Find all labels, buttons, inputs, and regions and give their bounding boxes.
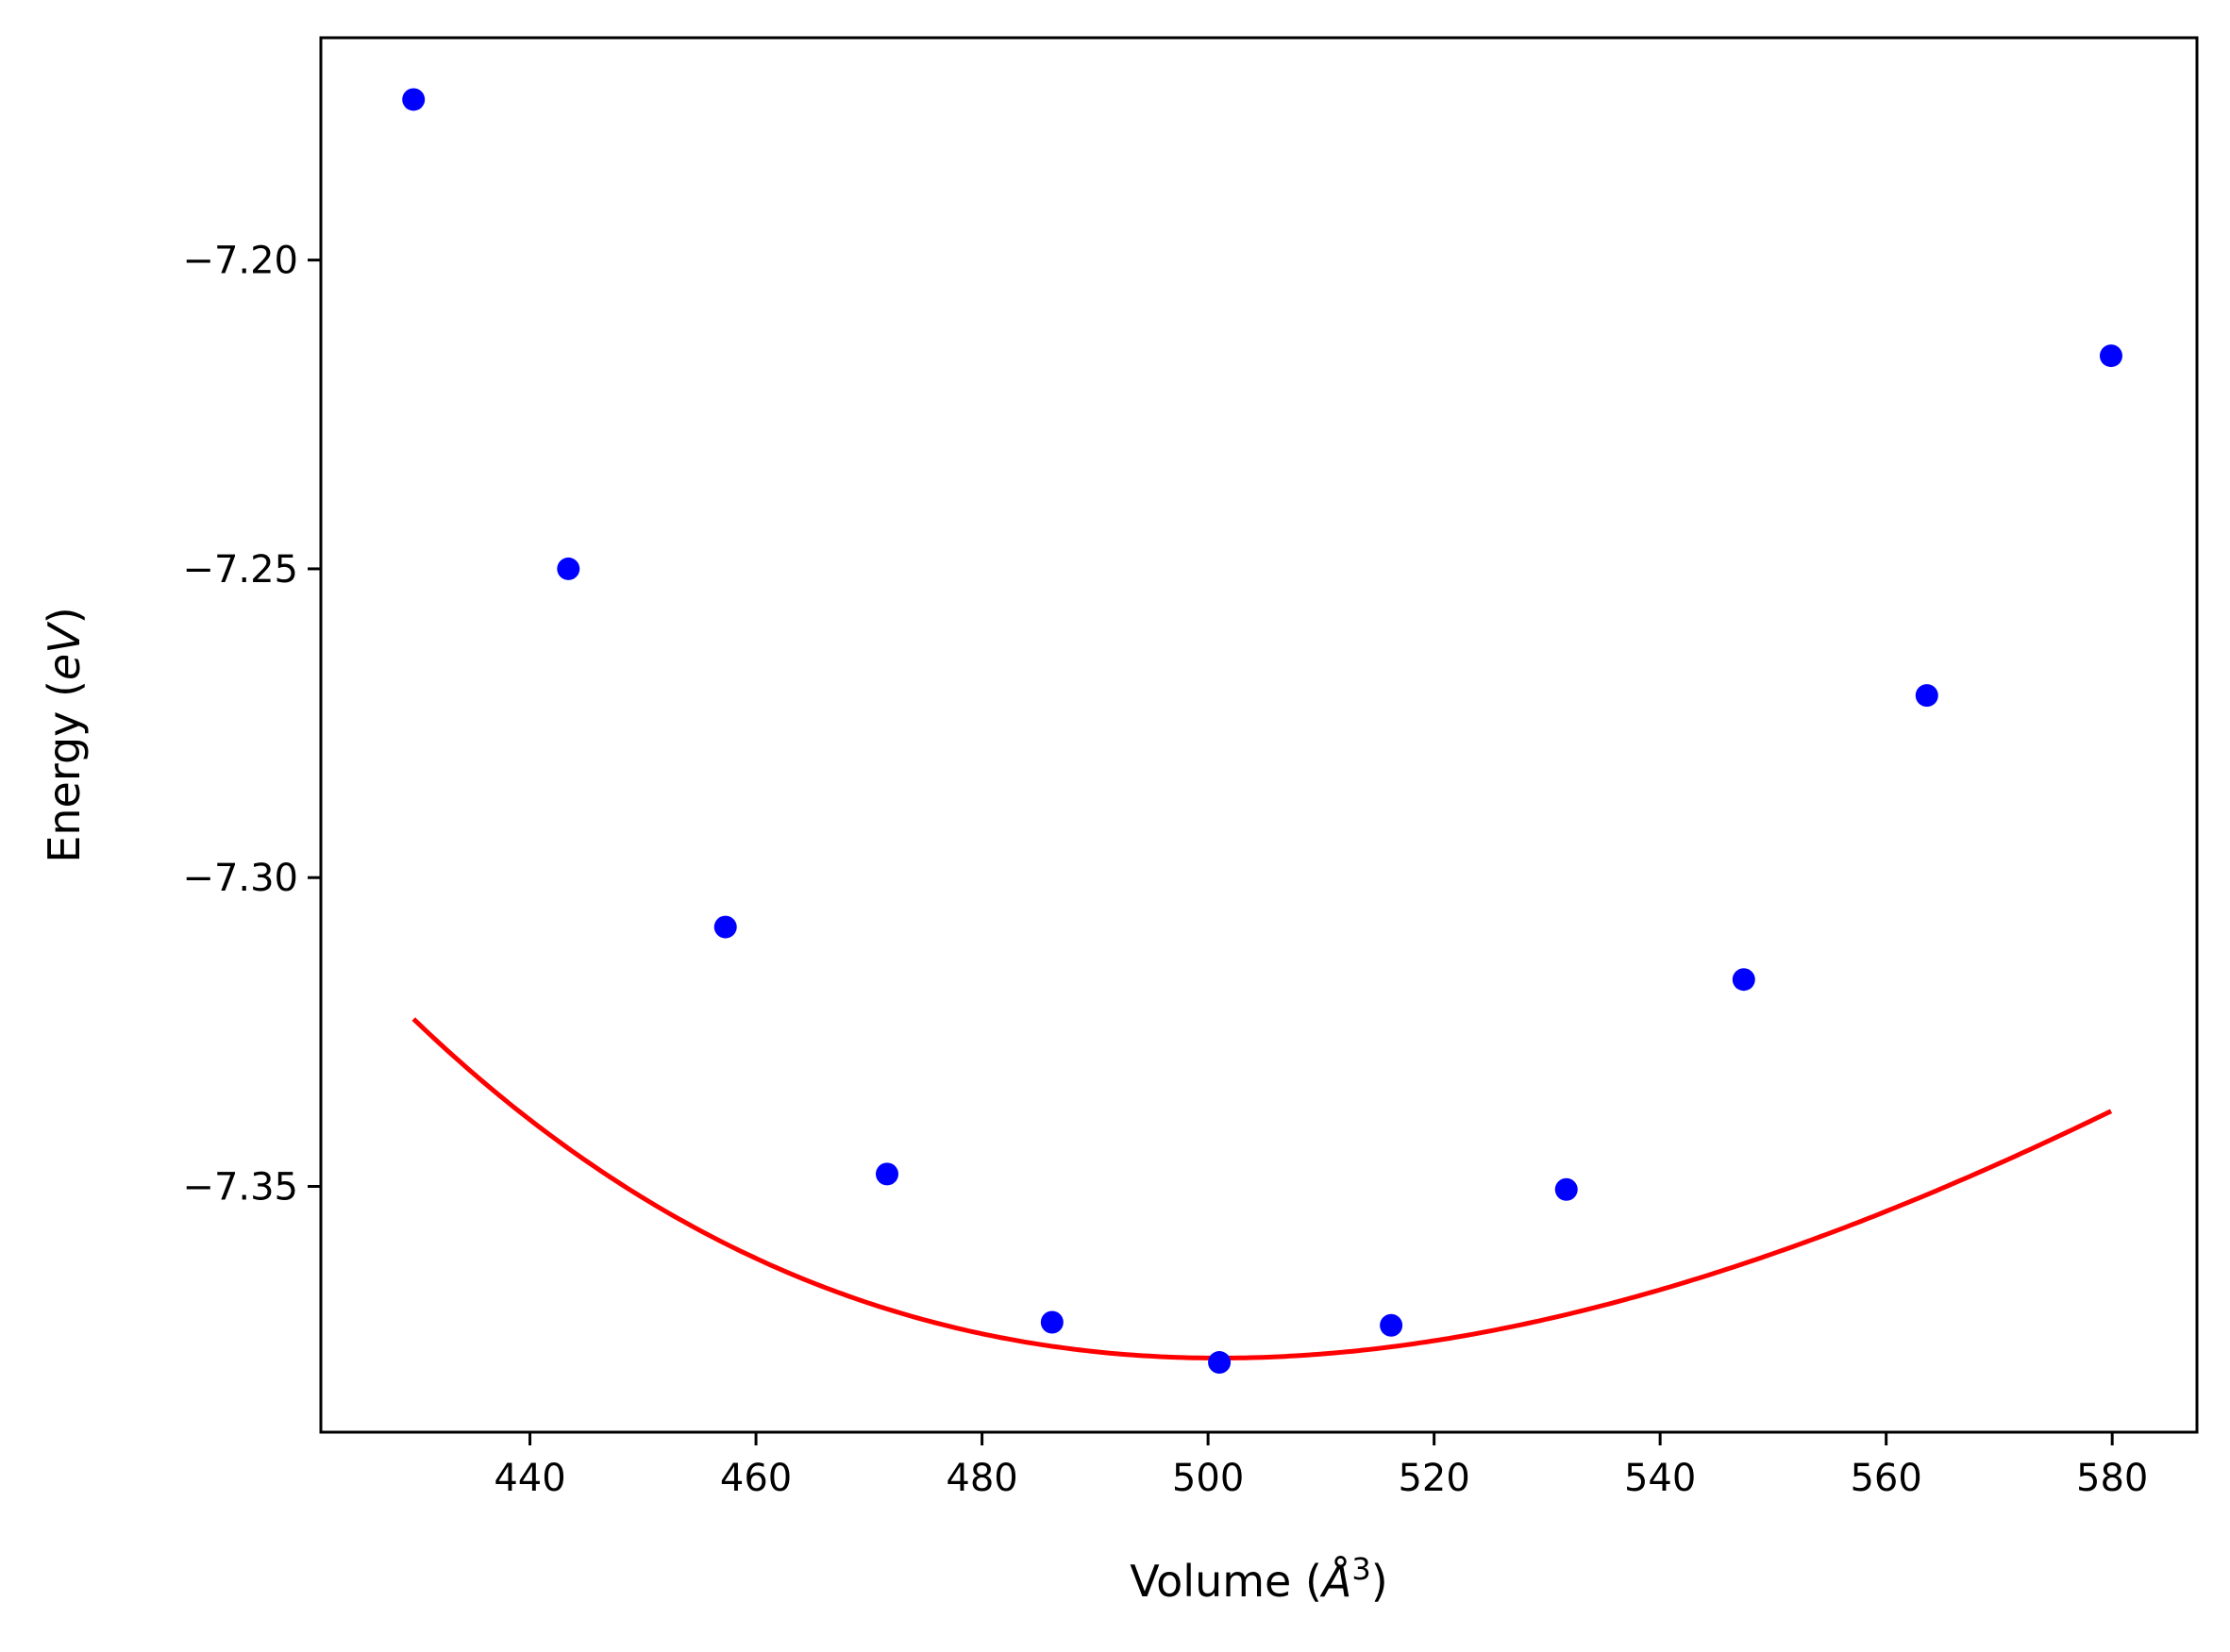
plot-frame: [319, 36, 2199, 1434]
x-tick-label: 560: [1850, 1457, 1921, 1500]
y-axis-label-close-paren: ): [39, 607, 90, 624]
x-tick-label: 540: [1624, 1457, 1696, 1500]
data-point: [1554, 1177, 1578, 1201]
data-point: [875, 1162, 898, 1186]
y-axis-label-text: Energy: [39, 711, 90, 863]
x-tick-label: 440: [494, 1457, 565, 1500]
y-tick-label: −7.30: [182, 857, 298, 900]
data-point: [713, 915, 737, 939]
y-tick-label: −7.35: [182, 1165, 298, 1209]
data-point: [1732, 968, 1755, 992]
fit-curve: [411, 1017, 2113, 1361]
y-axis-label: Energy (eV): [39, 607, 90, 862]
x-tick-label: 580: [2076, 1457, 2148, 1500]
x-axis-label-unit-power: 3: [1351, 1551, 1370, 1587]
y-tick-label: −7.25: [182, 548, 298, 592]
y-axis-ticks: −7.20 −7.25 −7.30 −7.35: [182, 240, 321, 1209]
y-axis-label-open-paren: (: [39, 680, 90, 711]
x-axis-ticks: 440 460 480 500 520 540 560 580: [494, 1432, 2148, 1500]
plot-marks: [402, 88, 2122, 1375]
x-axis-label-unit: Å: [1319, 1556, 1351, 1607]
data-point: [2099, 344, 2122, 368]
data-point: [1380, 1313, 1403, 1337]
x-axis-label-open-paren: (: [1291, 1556, 1322, 1607]
data-point: [557, 557, 580, 580]
x-tick-label: 480: [946, 1457, 1017, 1500]
x-axis-label-close-paren: ): [1371, 1556, 1388, 1607]
data-point: [1040, 1310, 1064, 1334]
data-point: [1915, 684, 1938, 708]
x-axis-label: Volume (Å3): [1130, 1551, 1387, 1607]
x-tick-label: 460: [720, 1457, 792, 1500]
x-tick-label: 500: [1172, 1457, 1244, 1500]
x-axis-label-text: Volume: [1130, 1556, 1291, 1607]
data-point: [402, 88, 426, 111]
y-tick-label: −7.20: [182, 240, 298, 283]
y-axis-label-unit: eV: [39, 621, 90, 680]
data-point: [1208, 1351, 1232, 1375]
x-tick-label: 520: [1398, 1457, 1469, 1500]
